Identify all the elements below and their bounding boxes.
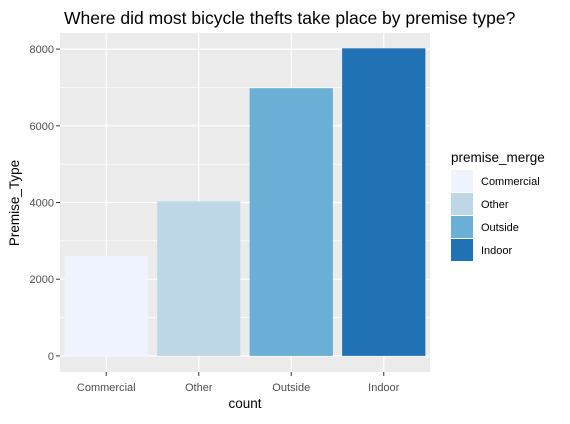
y-tick-label: 8000 [30,44,54,56]
y-tick-label: 6000 [30,121,54,133]
legend-label-indoor: Indoor [481,245,513,257]
legend-label-commercial: Commercial [481,176,540,188]
legend-key-commercial [451,170,473,192]
chart-title: Where did most bicycle thefts take place… [64,8,516,28]
y-axis-ticks: 0 2000 4000 6000 8000 [30,44,60,363]
bars [64,48,426,356]
x-tick-label: Other [185,382,213,394]
x-tick-label: Indoor [368,382,400,394]
legend-key-other [451,193,473,215]
bar-outside [249,88,333,356]
y-tick-label: 0 [48,351,54,363]
y-tick-label: 2000 [30,274,54,286]
bar-other [157,201,241,356]
x-tick-label: Commercial [77,382,136,394]
legend-label-other: Other [481,199,509,211]
x-tick-label: Outside [272,382,310,394]
legend-title: premise_merge [451,150,545,165]
x-axis-title: count [228,396,261,411]
legend: premise_merge Commercial Other Outside Indo… [451,150,545,261]
bar-indoor [342,48,426,356]
legend-label-outside: Outside [481,222,519,234]
legend-key-indoor [451,239,473,261]
legend-key-outside [451,216,473,238]
y-axis-title: Premise_Type [7,160,22,246]
y-tick-label: 4000 [30,198,54,210]
bar-commercial [64,256,148,356]
x-axis-ticks: Commercial Other Outside Indoor [77,372,400,394]
